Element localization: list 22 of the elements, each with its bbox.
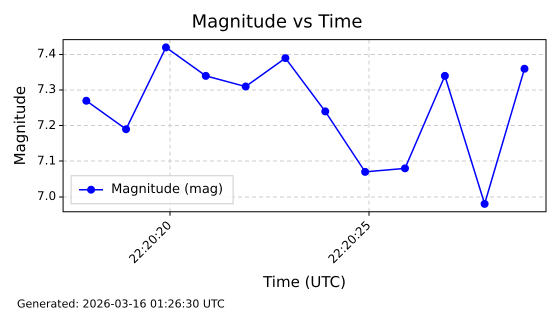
point <box>82 96 90 105</box>
text: Generated: 2026-03-16 01:26:30 UTC <box>17 297 226 310</box>
y-tick-label: 7.4 <box>36 46 56 61</box>
point <box>401 164 410 172</box>
point <box>321 107 330 116</box>
chart-title: Magnitude vs Time <box>192 11 362 32</box>
point <box>361 168 370 176</box>
point <box>281 54 290 62</box>
point <box>162 43 170 52</box>
point <box>480 200 489 208</box>
y-tick-label: 7.2 <box>36 118 56 132</box>
point <box>202 72 210 80</box>
y-tick-label: 7.3 <box>36 82 56 96</box>
point <box>520 64 528 73</box>
y-tick-label: 7.0 <box>36 188 56 203</box>
legend-label: Magnitude (mag) <box>111 182 224 198</box>
point <box>242 82 250 91</box>
point <box>122 125 130 134</box>
point <box>440 72 449 80</box>
y-axis-title: Magnitude <box>10 86 29 166</box>
y-tick-label: 7.1 <box>36 153 56 168</box>
x-axis-title: Time (UTC) <box>262 272 346 291</box>
